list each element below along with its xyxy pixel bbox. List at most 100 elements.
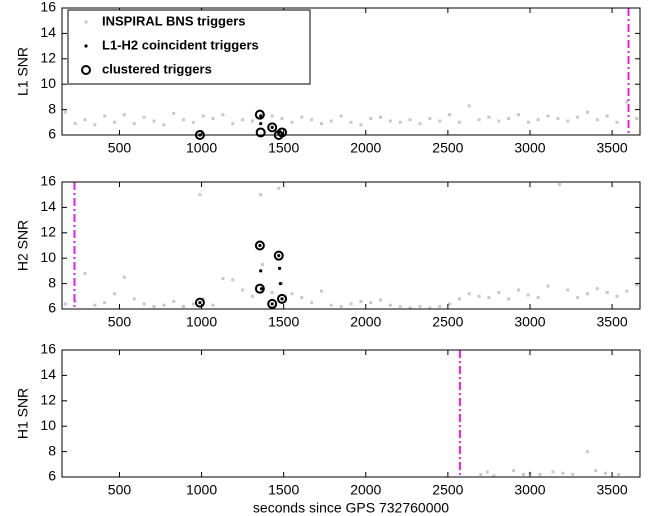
trigger-point [142, 115, 146, 119]
trigger-point [132, 122, 136, 126]
x-tick-label: 3500 [597, 314, 628, 330]
x-tick-label: 1500 [268, 482, 299, 498]
coincident-dot [258, 243, 262, 248]
trigger-point [290, 120, 294, 124]
trigger-point [339, 114, 343, 118]
trigger-point [63, 110, 67, 114]
y-axis-label: H2 SNR [15, 220, 31, 271]
y-tick-label: 12 [40, 50, 56, 66]
legend-label: clustered triggers [102, 61, 212, 76]
x-tick-label: 500 [108, 140, 132, 156]
y-tick-label: 10 [40, 417, 56, 433]
trigger-point [428, 306, 432, 310]
trigger-point [329, 303, 333, 307]
trigger-point [635, 116, 639, 120]
trigger-point [241, 118, 245, 122]
trigger-point [561, 471, 565, 475]
coincident-dot [259, 269, 263, 273]
trigger-point [300, 296, 304, 300]
y-tick-label: 6 [48, 300, 56, 316]
trigger-point [172, 111, 176, 115]
trigger-point [497, 290, 501, 294]
trigger-point [625, 289, 629, 293]
x-tick-label: 500 [108, 482, 132, 498]
trigger-point [379, 298, 383, 302]
cluster-circle [267, 298, 278, 309]
coincident-dot [259, 114, 263, 118]
trigger-point [388, 303, 392, 307]
trigger-point [448, 113, 452, 117]
trigger-point [615, 294, 619, 298]
coincident-dot [198, 301, 202, 305]
trigger-point [477, 294, 481, 298]
trigger-point [359, 299, 363, 303]
trigger-point [438, 304, 442, 308]
trigger-point [516, 288, 520, 292]
trigger-point [280, 116, 284, 120]
legend-box [67, 9, 311, 85]
x-tick-label: 2000 [350, 314, 381, 330]
x-tick-label: 3500 [597, 140, 628, 156]
trigger-point [270, 290, 274, 294]
trigger-point [369, 301, 373, 305]
trigger-point [211, 116, 215, 120]
cluster-circle [254, 109, 265, 120]
trigger-point [571, 472, 575, 476]
trigger-point [221, 277, 225, 281]
trigger-point [595, 118, 599, 122]
cluster-circle [194, 297, 205, 308]
x-tick-label: 2500 [432, 482, 463, 498]
trigger-point [280, 282, 284, 286]
trigger-point [319, 289, 323, 293]
x-tick-label: 2000 [350, 140, 381, 156]
trigger-point [93, 303, 97, 307]
trigger-point [497, 119, 501, 123]
trigger-point [605, 290, 609, 294]
trigger-point [369, 116, 373, 120]
legend-label: INSPIRAL BNS triggers [102, 13, 246, 28]
trigger-point [300, 115, 304, 119]
trigger-point [191, 302, 195, 306]
trigger-point [201, 114, 205, 118]
trigger-point [84, 20, 88, 24]
x-tick-label: 500 [108, 314, 132, 330]
trigger-point [349, 302, 353, 306]
trigger-point [516, 113, 520, 117]
trigger-point [477, 118, 481, 122]
y-tick-label: 8 [48, 442, 56, 458]
trigger-point [122, 113, 126, 117]
y-tick-label: 10 [40, 75, 56, 91]
trigger-point [260, 113, 264, 117]
trigger-point [467, 292, 471, 296]
trigger-point [73, 122, 77, 126]
trigger-point [259, 193, 263, 197]
trigger-point [556, 116, 560, 120]
trigger-point [398, 120, 402, 124]
x-tick-label: 2500 [432, 314, 463, 330]
trigger-point [162, 123, 166, 127]
trigger-point [142, 302, 146, 306]
trigger-point [526, 120, 530, 124]
trigger-point [418, 304, 422, 308]
plot-frame [61, 7, 641, 136]
x-tick-label: 2000 [350, 482, 381, 498]
y-tick-label: 16 [40, 0, 56, 15]
trigger-point [635, 283, 639, 287]
trigger-point [113, 120, 117, 124]
trigger-point [605, 114, 609, 118]
trigger-point [526, 293, 530, 297]
trigger-point [152, 119, 156, 123]
plot-frame [61, 181, 641, 310]
trigger-point [349, 120, 353, 124]
cluster-circle [277, 127, 288, 138]
trigger-point [310, 118, 314, 122]
trigger-point [270, 114, 274, 118]
trigger-point [538, 472, 542, 476]
trigger-point [617, 472, 621, 476]
coincident-dot [277, 254, 281, 258]
coincident-dot [259, 287, 264, 291]
trigger-point [329, 119, 333, 123]
x-tick-label: 3000 [514, 314, 545, 330]
trigger-point [487, 296, 491, 300]
y-axis-label: H1 SNR [15, 388, 31, 439]
